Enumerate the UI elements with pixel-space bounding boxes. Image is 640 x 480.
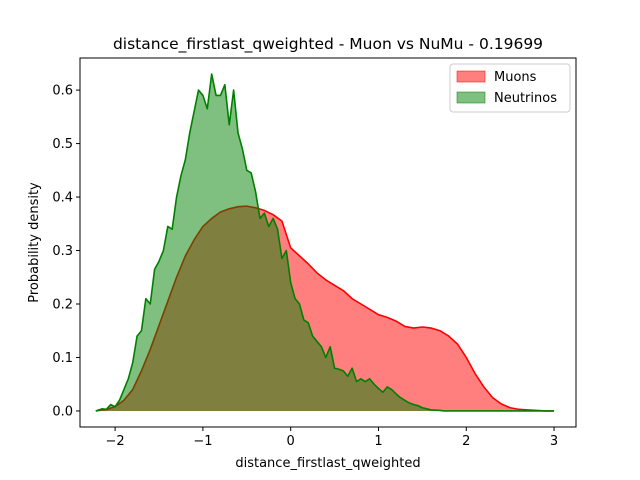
y-tick-label: 0.3: [52, 244, 73, 259]
y-tick-label: 0.2: [52, 298, 73, 313]
legend: Muons Neutrinos: [449, 63, 571, 113]
y-tick-label: 0.5: [52, 137, 73, 152]
ticks: −2 −1 0 1 2 3 0.0 0.1 0.2 0.3 0.4 0.5 0.6: [52, 84, 558, 449]
x-tick-label: −1: [193, 434, 212, 449]
x-tick-label: 1: [374, 434, 382, 449]
neutrinos-area: [95, 74, 555, 411]
axes-frame: [79, 57, 577, 428]
y-tick-label: 0.4: [52, 191, 73, 206]
neutrinos-line: [95, 73, 555, 412]
x-tick-label: 3: [550, 434, 558, 449]
y-tick-label: 0.1: [52, 351, 73, 366]
chart-title: distance_firstlast_qweighted - Muon vs N…: [113, 35, 543, 54]
x-tick-label: 2: [462, 434, 470, 449]
x-axis-label: distance_firstlast_qweighted: [235, 456, 420, 471]
x-tick-label: −2: [106, 434, 125, 449]
plot-area: [95, 73, 555, 412]
legend-label-muons: Muons: [494, 70, 537, 85]
y-axis-label: Probability density: [27, 182, 42, 303]
legend-swatch-neutrinos: [456, 91, 486, 104]
x-tick-label: 0: [287, 434, 295, 449]
y-tick-label: 0.6: [52, 84, 73, 99]
y-tick-label: 0.0: [52, 404, 73, 419]
legend-label-neutrinos: Neutrinos: [494, 91, 557, 106]
legend-swatch-muons: [456, 70, 486, 83]
